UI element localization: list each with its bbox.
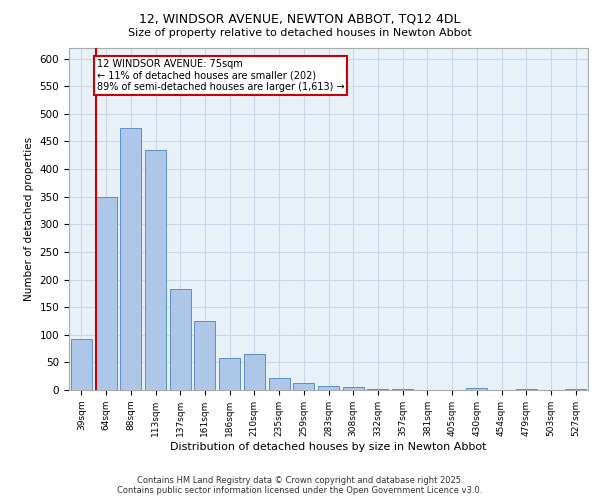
Bar [318, 386, 339, 390]
Text: Contains HM Land Registry data © Crown copyright and database right 2025.
Contai: Contains HM Land Registry data © Crown c… [118, 476, 482, 495]
Text: 12, WINDSOR AVENUE, NEWTON ABBOT, TQ12 4DL: 12, WINDSOR AVENUE, NEWTON ABBOT, TQ12 4… [139, 12, 461, 26]
Bar [293, 384, 314, 390]
Bar [466, 388, 487, 390]
Bar [194, 321, 215, 390]
Bar [244, 354, 265, 390]
Bar [120, 128, 141, 390]
Bar [269, 378, 290, 390]
Text: 12 WINDSOR AVENUE: 75sqm
← 11% of detached houses are smaller (202)
89% of semi-: 12 WINDSOR AVENUE: 75sqm ← 11% of detach… [97, 58, 344, 92]
Bar [145, 150, 166, 390]
Bar [170, 290, 191, 390]
Bar [95, 196, 116, 390]
Bar [219, 358, 240, 390]
Text: Size of property relative to detached houses in Newton Abbot: Size of property relative to detached ho… [128, 28, 472, 38]
Bar [71, 338, 92, 390]
X-axis label: Distribution of detached houses by size in Newton Abbot: Distribution of detached houses by size … [170, 442, 487, 452]
Y-axis label: Number of detached properties: Number of detached properties [24, 136, 34, 301]
Bar [343, 387, 364, 390]
